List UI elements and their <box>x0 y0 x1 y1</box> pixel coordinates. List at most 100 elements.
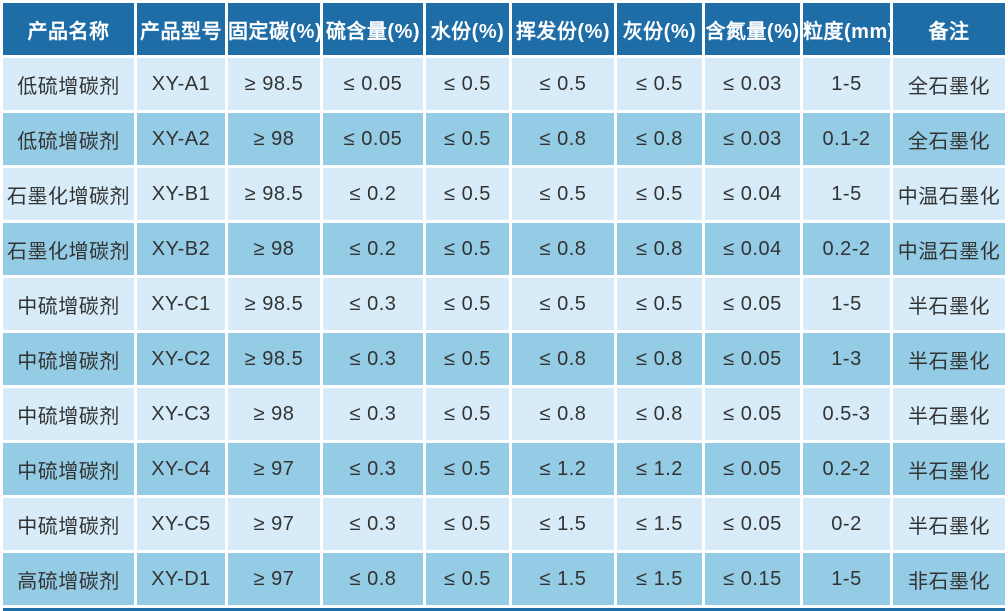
header-cell-product-name: 产品名称 <box>3 3 134 55</box>
moisture-cell: ≤ 0.5 <box>426 333 509 385</box>
granularity-cell: 1-5 <box>803 278 890 330</box>
table-row: 中硫增碳剂 XY-C2 ≥ 98.5 ≤ 0.3 ≤ 0.5 ≤ 0.8 ≤ 0.8 ≤ 0.… <box>3 333 1005 385</box>
model-cell: XY-C4 <box>137 443 225 495</box>
header-cell-model: 产品型号 <box>137 3 225 55</box>
granularity-cell: 1-5 <box>803 553 890 605</box>
fixed-carbon-cell: ≥ 98.5 <box>228 58 320 110</box>
table-header: 产品名称 产品型号 固定碳(%) 硫含量(%) 水份(%) 挥发份(%) 灰份(%) 含氮量(… <box>3 3 1005 55</box>
header-cell-moisture: 水份(%) <box>426 3 509 55</box>
remark-cell: 半石墨化 <box>893 498 1005 550</box>
product-name-cell: 石墨化增碳剂 <box>3 168 134 220</box>
sulfur-cell: ≤ 0.05 <box>323 113 423 165</box>
volatile-cell: ≤ 0.8 <box>512 388 614 440</box>
granularity-cell: 0.5-3 <box>803 388 890 440</box>
product-name-cell: 低硫增碳剂 <box>3 113 134 165</box>
granularity-cell: 1-5 <box>803 58 890 110</box>
nitrogen-cell: ≤ 0.05 <box>705 443 800 495</box>
fixed-carbon-cell: ≥ 98.5 <box>228 278 320 330</box>
remark-cell: 半石墨化 <box>893 388 1005 440</box>
model-cell: XY-C3 <box>137 388 225 440</box>
fixed-carbon-cell: ≥ 97 <box>228 553 320 605</box>
volatile-cell: ≤ 1.2 <box>512 443 614 495</box>
fixed-carbon-cell: ≥ 98.5 <box>228 333 320 385</box>
nitrogen-cell: ≤ 0.15 <box>705 553 800 605</box>
model-cell: XY-C1 <box>137 278 225 330</box>
product-name-cell: 中硫增碳剂 <box>3 333 134 385</box>
model-cell: XY-A1 <box>137 58 225 110</box>
volatile-cell: ≤ 0.5 <box>512 168 614 220</box>
sulfur-cell: ≤ 0.3 <box>323 278 423 330</box>
sulfur-cell: ≤ 0.05 <box>323 58 423 110</box>
nitrogen-cell: ≤ 0.05 <box>705 333 800 385</box>
product-name-cell: 低硫增碳剂 <box>3 58 134 110</box>
granularity-cell: 1-3 <box>803 333 890 385</box>
model-cell: XY-B1 <box>137 168 225 220</box>
volatile-cell: ≤ 0.5 <box>512 278 614 330</box>
remark-cell: 非石墨化 <box>893 553 1005 605</box>
volatile-cell: ≤ 0.8 <box>512 223 614 275</box>
header-cell-nitrogen: 含氮量(%) <box>705 3 800 55</box>
nitrogen-cell: ≤ 0.03 <box>705 58 800 110</box>
remark-cell: 半石墨化 <box>893 278 1005 330</box>
ash-cell: ≤ 0.8 <box>617 113 702 165</box>
table-row: 石墨化增碳剂 XY-B2 ≥ 98 ≤ 0.2 ≤ 0.5 ≤ 0.8 ≤ 0.8 ≤ 0.0… <box>3 223 1005 275</box>
header-cell-ash: 灰份(%) <box>617 3 702 55</box>
product-name-cell: 中硫增碳剂 <box>3 443 134 495</box>
remark-cell: 半石墨化 <box>893 333 1005 385</box>
product-name-cell: 高硫增碳剂 <box>3 553 134 605</box>
remark-cell: 中温石墨化 <box>893 223 1005 275</box>
next-table-edge-strip <box>3 608 1005 611</box>
moisture-cell: ≤ 0.5 <box>426 113 509 165</box>
granularity-cell: 1-5 <box>803 168 890 220</box>
product-name-cell: 中硫增碳剂 <box>3 388 134 440</box>
ash-cell: ≤ 0.8 <box>617 333 702 385</box>
fixed-carbon-cell: ≥ 98.5 <box>228 168 320 220</box>
header-cell-volatile: 挥发份(%) <box>512 3 614 55</box>
sulfur-cell: ≤ 0.3 <box>323 333 423 385</box>
granularity-cell: 0.2-2 <box>803 443 890 495</box>
nitrogen-cell: ≤ 0.05 <box>705 498 800 550</box>
table-row: 石墨化增碳剂 XY-B1 ≥ 98.5 ≤ 0.2 ≤ 0.5 ≤ 0.5 ≤ 0.5 ≤ 0… <box>3 168 1005 220</box>
ash-cell: ≤ 0.5 <box>617 58 702 110</box>
volatile-cell: ≤ 1.5 <box>512 553 614 605</box>
volatile-cell: ≤ 0.8 <box>512 333 614 385</box>
header-cell-remark: 备注 <box>893 3 1005 55</box>
moisture-cell: ≤ 0.5 <box>426 58 509 110</box>
header-cell-granularity: 粒度(mm) <box>803 3 890 55</box>
nitrogen-cell: ≤ 0.04 <box>705 223 800 275</box>
ash-cell: ≤ 0.5 <box>617 278 702 330</box>
sulfur-cell: ≤ 0.8 <box>323 553 423 605</box>
moisture-cell: ≤ 0.5 <box>426 168 509 220</box>
volatile-cell: ≤ 1.5 <box>512 498 614 550</box>
model-cell: XY-B2 <box>137 223 225 275</box>
product-name-cell: 中硫增碳剂 <box>3 278 134 330</box>
model-cell: XY-C5 <box>137 498 225 550</box>
header-cell-sulfur: 硫含量(%) <box>323 3 423 55</box>
model-cell: XY-C2 <box>137 333 225 385</box>
table-row: 中硫增碳剂 XY-C1 ≥ 98.5 ≤ 0.3 ≤ 0.5 ≤ 0.5 ≤ 0.5 ≤ 0.… <box>3 278 1005 330</box>
nitrogen-cell: ≤ 0.05 <box>705 388 800 440</box>
sulfur-cell: ≤ 0.3 <box>323 498 423 550</box>
remark-cell: 中温石墨化 <box>893 168 1005 220</box>
ash-cell: ≤ 1.5 <box>617 498 702 550</box>
remark-cell: 全石墨化 <box>893 113 1005 165</box>
moisture-cell: ≤ 0.5 <box>426 278 509 330</box>
nitrogen-cell: ≤ 0.05 <box>705 278 800 330</box>
fixed-carbon-cell: ≥ 98 <box>228 388 320 440</box>
fixed-carbon-cell: ≥ 97 <box>228 443 320 495</box>
table-row: 中硫增碳剂 XY-C3 ≥ 98 ≤ 0.3 ≤ 0.5 ≤ 0.8 ≤ 0.8 ≤ 0.05… <box>3 388 1005 440</box>
nitrogen-cell: ≤ 0.03 <box>705 113 800 165</box>
header-cell-fixed-carbon: 固定碳(%) <box>228 3 320 55</box>
moisture-cell: ≤ 0.5 <box>426 223 509 275</box>
moisture-cell: ≤ 0.5 <box>426 388 509 440</box>
ash-cell: ≤ 1.5 <box>617 553 702 605</box>
volatile-cell: ≤ 0.5 <box>512 58 614 110</box>
table-row: 低硫增碳剂 XY-A1 ≥ 98.5 ≤ 0.05 ≤ 0.5 ≤ 0.5 ≤ 0.5 ≤ 0… <box>3 58 1005 110</box>
ash-cell: ≤ 0.8 <box>617 223 702 275</box>
sulfur-cell: ≤ 0.3 <box>323 443 423 495</box>
model-cell: XY-D1 <box>137 553 225 605</box>
granularity-cell: 0.1-2 <box>803 113 890 165</box>
product-name-cell: 石墨化增碳剂 <box>3 223 134 275</box>
